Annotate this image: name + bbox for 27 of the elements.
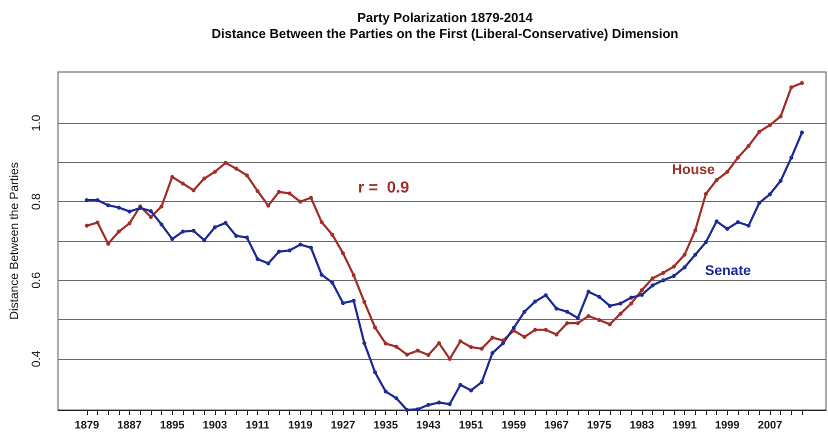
x-tick-label: 1887 (117, 420, 142, 432)
x-tick-label: 1959 (502, 420, 526, 432)
x-tick-label: 1879 (74, 420, 100, 432)
x-tick-label: 1951 (458, 420, 484, 432)
x-tick-label: 2007 (758, 420, 782, 432)
series-label: House (672, 161, 715, 177)
x-tick-label: 1999 (715, 420, 740, 432)
x-tick-label: 1975 (586, 420, 612, 432)
x-tick-label: 1903 (202, 420, 228, 432)
series-label: Senate (705, 262, 752, 278)
x-tick-label: 1919 (288, 420, 313, 432)
annotation: r = 0.9 (358, 180, 410, 196)
x-tick-label: 1895 (160, 420, 184, 432)
x-tick-label: 1967 (544, 420, 569, 432)
x-tick-label: 1911 (246, 420, 270, 432)
x-tick-label: 1927 (330, 420, 356, 432)
y-axis-title: Distance Between the Parties (7, 162, 21, 320)
x-tick-label: 1935 (373, 420, 398, 432)
x-tick-label: 1991 (672, 420, 697, 432)
x-tick-label: 1943 (416, 420, 441, 432)
y-tick-label: 1.0 (29, 114, 43, 132)
y-tick-label: 0.8 (29, 193, 43, 210)
x-tick-label: 1983 (630, 420, 654, 432)
chart-title: Party Polarization 1879-2014 (357, 10, 534, 25)
y-tick-label: 0.6 (29, 272, 43, 289)
y-tick-label: 0.4 (29, 350, 43, 368)
chart-subtitle: Distance Between the Parties on the First (Liberal-Conservative) Dimension (212, 26, 678, 41)
